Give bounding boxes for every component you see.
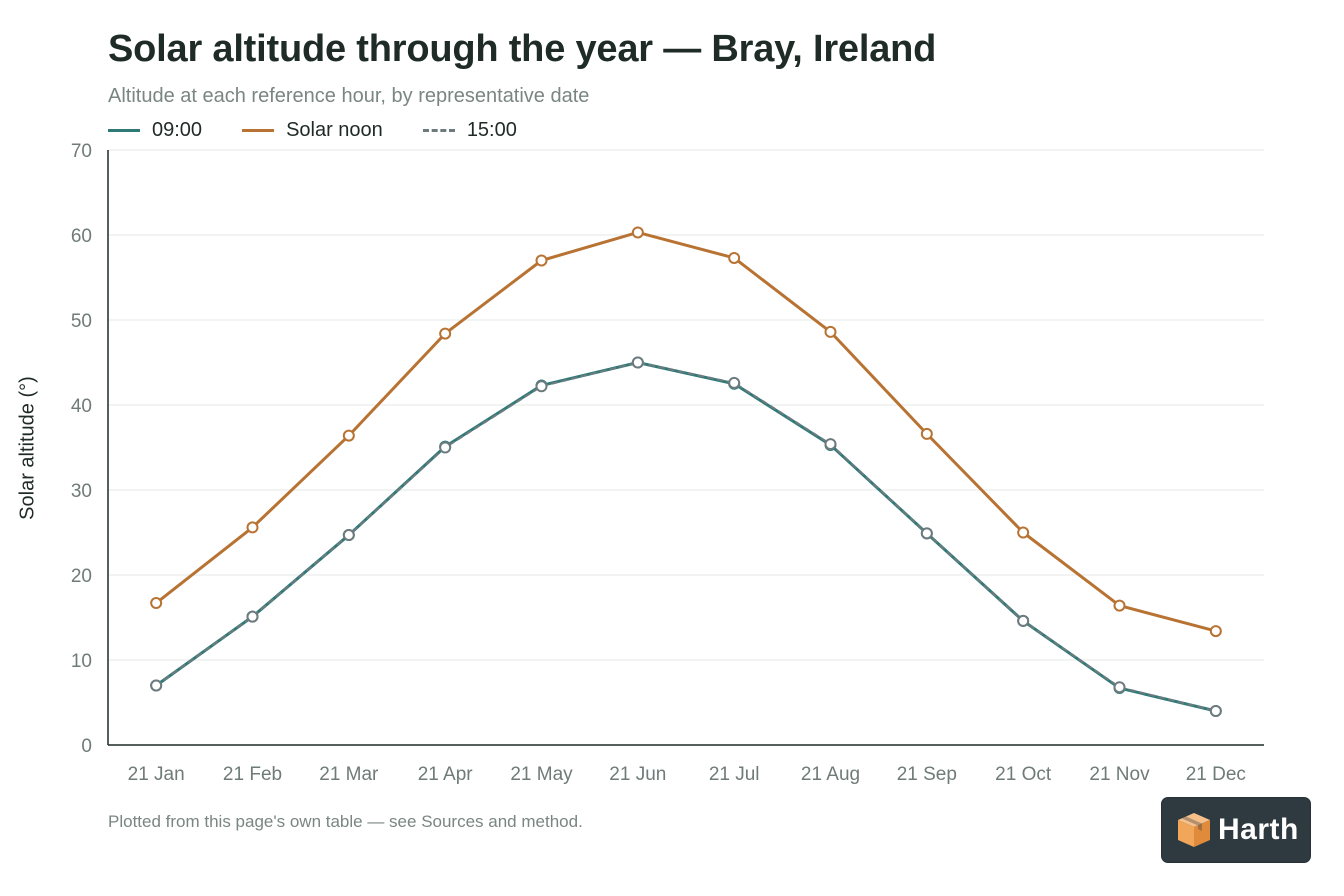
data-point[interactable]: [439, 441, 452, 454]
data-point[interactable]: [535, 380, 548, 393]
axes: [107, 150, 1264, 746]
data-point[interactable]: [1017, 526, 1030, 539]
logo-text: Harth: [1218, 813, 1299, 846]
x-tick-label: 21 Jul: [709, 764, 760, 785]
y-tick-label: 60: [71, 226, 92, 247]
y-tick-label: 40: [71, 396, 92, 417]
y-tick-label: 20: [71, 566, 92, 587]
data-point[interactable]: [342, 429, 355, 442]
legend-item[interactable]: Solar noon: [242, 119, 383, 142]
y-tick-label: 10: [71, 651, 92, 672]
grid-lines: [108, 149, 1264, 661]
x-tick-label: 21 Mar: [319, 764, 379, 785]
box-icon: [1178, 813, 1210, 847]
data-point[interactable]: [1209, 625, 1222, 638]
series-line-solar-noon: [154, 230, 1218, 633]
brand-logo[interactable]: Harth: [1162, 798, 1310, 862]
data-point[interactable]: [920, 527, 933, 540]
legend-label: 15:00: [466, 119, 517, 141]
x-tick-labels: 21 Jan 21 Feb 21 Mar 21 Apr 21 May 21 Jun 21 J…: [128, 764, 1246, 785]
data-point[interactable]: [728, 251, 741, 264]
data-point[interactable]: [246, 521, 259, 534]
data-point[interactable]: [1113, 681, 1126, 694]
data-point[interactable]: [631, 226, 644, 239]
chart-subtitle: Altitude at each reference hour, by repr…: [108, 85, 590, 107]
data-point[interactable]: [631, 356, 644, 369]
series-lines: [150, 226, 1222, 717]
x-tick-label: 21 Nov: [1089, 764, 1150, 785]
legend: 09:00 Solar noon 15:00: [108, 119, 557, 142]
x-tick-label: 21 Aug: [801, 764, 860, 785]
data-point[interactable]: [150, 597, 163, 610]
legend-swatch: [108, 129, 140, 132]
data-point[interactable]: [150, 679, 163, 692]
x-tick-label: 21 Oct: [995, 764, 1052, 785]
data-point[interactable]: [728, 376, 741, 389]
data-point[interactable]: [1113, 599, 1126, 612]
data-point[interactable]: [824, 438, 837, 451]
data-point[interactable]: [439, 327, 452, 340]
x-tick-label: 21 Dec: [1186, 764, 1246, 785]
series-line-09-00: [154, 361, 1218, 713]
chart-title: Solar altitude through the year — Bray, …: [108, 28, 937, 70]
data-point[interactable]: [246, 610, 259, 623]
data-point[interactable]: [1209, 705, 1222, 717]
data-point[interactable]: [824, 325, 837, 338]
legend-item[interactable]: 09:00: [108, 119, 202, 142]
x-tick-label: 21 Jan: [128, 764, 185, 785]
y-tick-label: 30: [71, 481, 92, 502]
series-line-15-00: [155, 361, 1217, 712]
x-tick-label: 21 Sep: [897, 764, 957, 785]
data-point[interactable]: [920, 427, 933, 440]
data-point[interactable]: [342, 529, 355, 542]
x-tick-label: 21 Jun: [609, 764, 666, 785]
y-tick-labels: 0 10 20 30 40 50 60 70: [71, 141, 92, 757]
data-point[interactable]: [535, 254, 548, 267]
y-tick-label: 50: [71, 311, 92, 332]
legend-label: 09:00: [152, 119, 203, 141]
legend-swatch: [242, 129, 275, 132]
x-tick-label: 21 Feb: [223, 764, 282, 785]
y-tick-label: 70: [71, 141, 92, 162]
data-point[interactable]: [1017, 614, 1030, 627]
legend-swatch: [422, 129, 455, 132]
y-tick-label: 0: [81, 736, 92, 757]
footnote: Plotted from this page's own table — see…: [108, 812, 583, 831]
x-tick-label: 21 Apr: [418, 764, 474, 785]
x-tick-label: 21 May: [510, 764, 573, 785]
legend-item[interactable]: 15:00: [422, 119, 517, 142]
legend-label: Solar noon: [286, 119, 383, 141]
